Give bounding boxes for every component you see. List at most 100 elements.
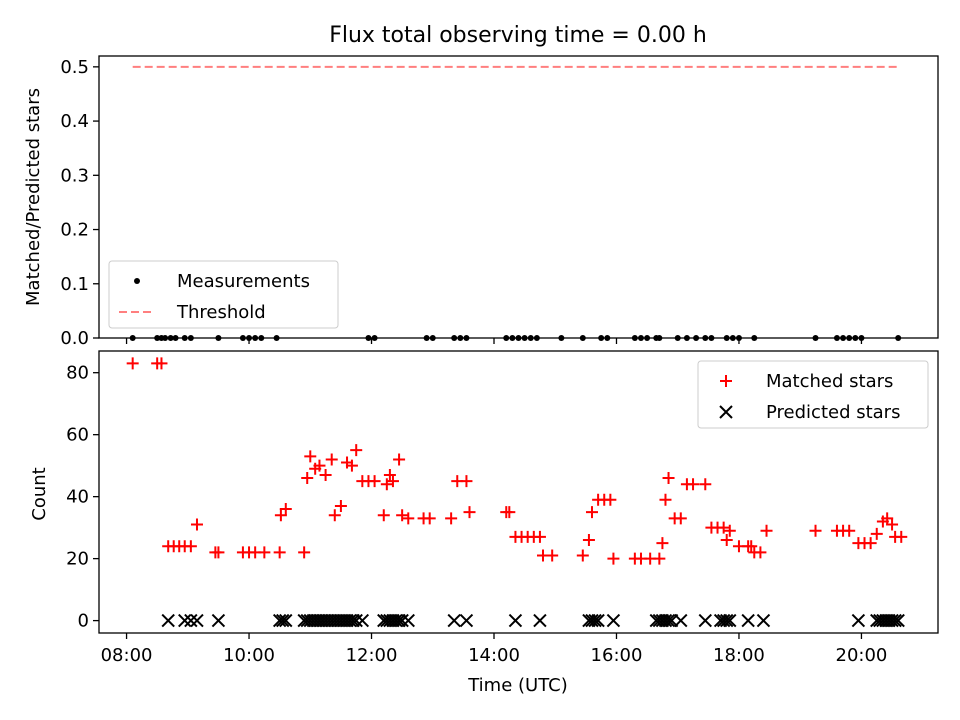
y-tick-label: 20 bbox=[66, 549, 89, 570]
matched-stars-point bbox=[313, 459, 326, 472]
matched-stars-point bbox=[350, 444, 363, 457]
matched-stars-point bbox=[386, 475, 399, 488]
matched-stars-point bbox=[870, 527, 883, 540]
matched-stars-point bbox=[653, 552, 666, 565]
predicted-stars-point bbox=[211, 613, 226, 628]
predicted-stars-point bbox=[343, 613, 357, 628]
top-panel: 0.0 0.1 0.2 0.3 0.4 0.5 Measurements Threshold bbox=[60, 55, 939, 349]
matched-stars-point bbox=[184, 540, 197, 553]
legend-marker bbox=[720, 375, 732, 387]
matched-stars-point bbox=[720, 534, 733, 547]
matched-stars-point bbox=[460, 475, 473, 488]
matched-stars-point bbox=[699, 478, 712, 491]
matched-stars-point bbox=[396, 509, 409, 522]
y-tick-label: 0.3 bbox=[60, 165, 89, 186]
matched-stars-point bbox=[546, 549, 559, 562]
legend-label: Measurements bbox=[177, 271, 310, 292]
predicted-stars-point bbox=[276, 613, 290, 628]
legend-label: Predicted stars bbox=[766, 402, 900, 423]
matched-stars-point bbox=[190, 518, 203, 531]
x-tick-label: 16:00 bbox=[591, 645, 643, 666]
matched-stars-point bbox=[345, 459, 358, 472]
predicted-stars-point bbox=[585, 613, 599, 628]
matched-stars-point bbox=[155, 357, 168, 370]
predicted-stars-point bbox=[674, 613, 688, 628]
matched-stars-point bbox=[301, 472, 314, 485]
matched-stars-point bbox=[662, 472, 675, 485]
legend-marker bbox=[134, 278, 140, 284]
matched-stars-point bbox=[582, 534, 595, 547]
predicted-stars-point bbox=[508, 613, 523, 628]
matched-stars-point bbox=[687, 478, 700, 491]
y-tick-label: 40 bbox=[66, 487, 89, 508]
y-tick-label: 0.2 bbox=[60, 220, 89, 241]
bottom-x-axis-label: Time (UTC) bbox=[467, 675, 568, 696]
matched-stars-point bbox=[274, 509, 287, 522]
predicted-stars-point bbox=[355, 613, 370, 628]
predicted-stars-point bbox=[658, 613, 673, 628]
matched-stars-point bbox=[463, 506, 476, 519]
bottom-y-axis-label: Count bbox=[29, 467, 50, 520]
x-tick-label: 14:00 bbox=[468, 645, 520, 666]
matched-stars-point bbox=[656, 537, 669, 550]
predicted-stars-point bbox=[661, 613, 676, 628]
y-tick-label: 60 bbox=[66, 425, 89, 446]
matched-stars-point bbox=[864, 537, 877, 550]
matched-stars-point bbox=[304, 450, 317, 463]
matched-stars-point bbox=[273, 546, 286, 559]
legend-label: Threshold bbox=[176, 302, 266, 323]
bottom-panel: 0 20 40 60 80 08:00 10:00 12:00 14:00 16:00 18:00 2… bbox=[66, 350, 939, 666]
predicted-stars-point bbox=[279, 613, 293, 628]
matched-stars-point bbox=[503, 506, 516, 519]
y-tick-label: 0.1 bbox=[60, 274, 89, 295]
matched-stars-point bbox=[319, 468, 332, 481]
predicted-stars-point bbox=[716, 613, 731, 628]
matched-stars-point bbox=[377, 509, 390, 522]
predicted-stars-point bbox=[606, 613, 621, 628]
matched-stars-point bbox=[843, 524, 856, 537]
legend-label: Matched stars bbox=[766, 371, 893, 392]
x-tick-label: 18:00 bbox=[713, 645, 765, 666]
predicted-stars-point bbox=[395, 613, 409, 628]
matched-stars-point bbox=[368, 475, 381, 488]
y-tick-label: 0.5 bbox=[60, 57, 89, 78]
matched-stars-point bbox=[604, 493, 617, 506]
predicted-stars-point bbox=[190, 613, 204, 628]
matched-stars-point bbox=[717, 521, 730, 534]
predicted-stars-point bbox=[161, 613, 175, 628]
y-tick-label: 0 bbox=[78, 611, 89, 632]
predicted-stars-point bbox=[349, 613, 363, 628]
predicted-stars-point bbox=[756, 613, 771, 628]
plot-frame bbox=[98, 55, 939, 339]
matched-stars-point bbox=[895, 530, 908, 543]
matched-stars-point bbox=[258, 546, 271, 559]
legend-box bbox=[108, 260, 339, 329]
predicted-stars-point bbox=[851, 613, 866, 628]
matched-stars-point bbox=[533, 530, 546, 543]
predicted-stars-point bbox=[723, 613, 737, 628]
predicted-stars-point bbox=[401, 613, 415, 628]
y-tick-label: 80 bbox=[66, 363, 89, 384]
matched-stars-point bbox=[325, 453, 338, 466]
top-chart-title: Flux total observing time = 0.00 h bbox=[329, 23, 707, 48]
legend-marker bbox=[719, 405, 733, 419]
top-y-axis-label: Matched/Predicted stars bbox=[23, 88, 44, 306]
x-tick-label: 12:00 bbox=[346, 645, 398, 666]
matched-stars-point bbox=[754, 546, 767, 559]
matched-stars-point bbox=[423, 512, 436, 525]
y-tick-label: 0.0 bbox=[60, 328, 89, 349]
matched-stars-point bbox=[402, 512, 415, 525]
matched-stars-point bbox=[393, 453, 406, 466]
x-tick-label: 10:00 bbox=[223, 645, 275, 666]
predicted-stars-point bbox=[272, 613, 287, 628]
matched-stars-point bbox=[212, 546, 225, 559]
x-tick-label: 08:00 bbox=[101, 645, 153, 666]
matched-stars-point bbox=[809, 524, 822, 537]
predicted-stars-point bbox=[533, 613, 547, 628]
matched-stars-point bbox=[881, 512, 894, 525]
predicted-stars-point bbox=[184, 613, 198, 628]
matched-stars-point bbox=[126, 357, 139, 370]
predicted-stars-point bbox=[389, 613, 403, 628]
matched-stars-point bbox=[760, 524, 773, 537]
matched-stars-point bbox=[745, 540, 758, 553]
